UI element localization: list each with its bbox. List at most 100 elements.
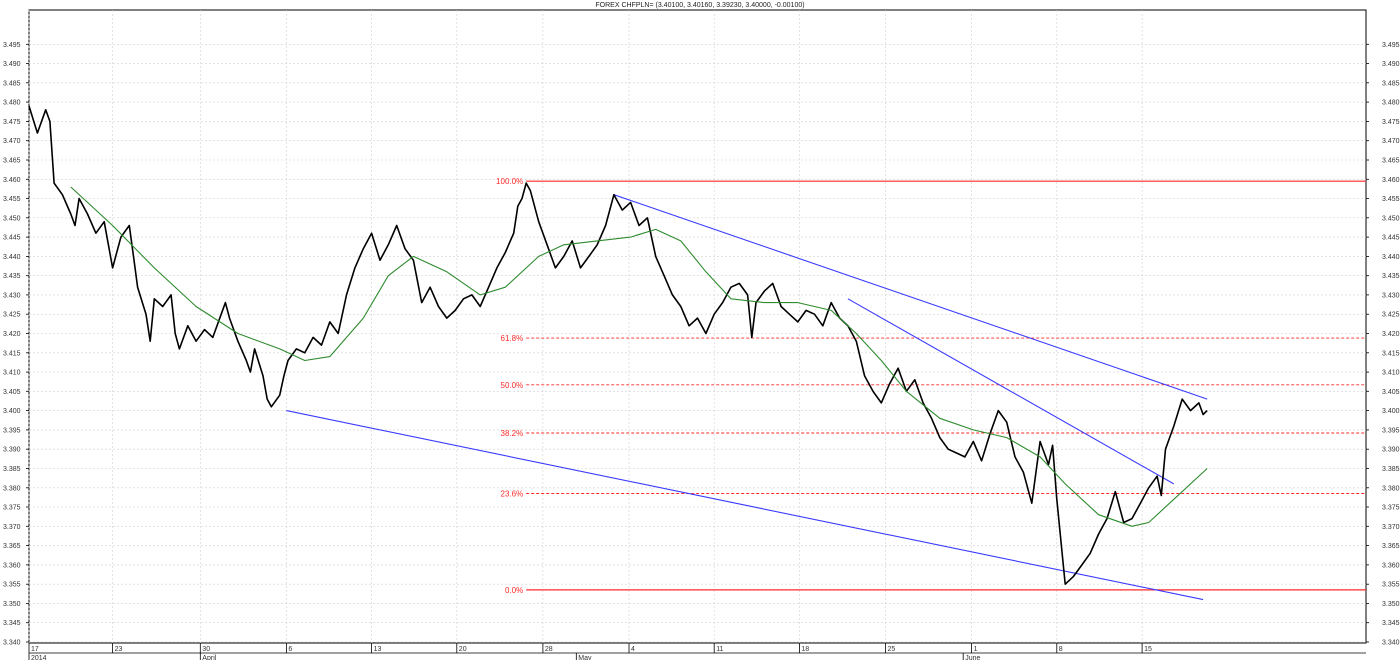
y-tick-label-right: 3.425 <box>1382 312 1400 319</box>
y-tick-label-left: 3.355 <box>3 582 21 589</box>
y-tick-label-right: 3.395 <box>1382 427 1400 434</box>
trendline <box>613 194 1208 400</box>
fib-level-label: 0.0% <box>505 586 523 595</box>
y-tick-label-left: 3.410 <box>3 370 21 377</box>
price-line <box>28 105 1208 585</box>
y-tick-label-left: 3.480 <box>3 100 21 107</box>
x-tick-label: 17 <box>31 646 39 653</box>
y-tick-label-right: 3.405 <box>1382 389 1400 396</box>
y-tick-label-right: 3.480 <box>1382 100 1400 107</box>
y-tick-label-right: 3.460 <box>1382 177 1400 184</box>
y-tick-label-left: 3.450 <box>3 215 21 222</box>
y-tick-label-right: 3.475 <box>1382 119 1400 126</box>
fib-level-label: 100.0% <box>496 177 523 186</box>
y-tick-label-right: 3.415 <box>1382 350 1400 357</box>
x-tick-label: 28 <box>545 646 553 653</box>
x-tick-label: 30 <box>202 646 210 653</box>
y-tick-label-left: 3.445 <box>3 235 21 242</box>
trendlines <box>286 194 1208 601</box>
y-tick-label-right: 3.465 <box>1382 158 1400 165</box>
y-tick-label-left: 3.495 <box>3 42 21 49</box>
y-tick-label-left: 3.350 <box>3 601 21 608</box>
fib-level-label: 23.6% <box>501 490 524 499</box>
y-tick-label-right: 3.470 <box>1382 138 1400 145</box>
y-tick-label-left: 3.455 <box>3 196 21 203</box>
y-tick-label-right: 3.385 <box>1382 466 1400 473</box>
x-period-label: June <box>965 655 980 660</box>
y-tick-label-left: 3.475 <box>3 119 21 126</box>
chart-title: FOREX CHFPLN= (3.40100, 3.40160, 3.39230… <box>595 2 804 9</box>
x-tick-label: 18 <box>801 646 809 653</box>
y-tick-label-right: 3.435 <box>1382 273 1400 280</box>
y-tick-label-right: 3.430 <box>1382 292 1400 299</box>
y-tick-label-left: 3.465 <box>3 158 21 165</box>
x-tick-label: 15 <box>1144 646 1152 653</box>
y-tick-label-left: 3.430 <box>3 292 21 299</box>
y-tick-label-right: 3.455 <box>1382 196 1400 203</box>
y-tick-label-right: 3.375 <box>1382 505 1400 512</box>
y-tick-label-left: 3.420 <box>3 331 21 338</box>
y-tick-label-right: 3.390 <box>1382 447 1400 454</box>
y-tick-label-right: 3.485 <box>1382 80 1400 87</box>
y-tick-label-left: 3.485 <box>3 80 21 87</box>
y-tick-label-right: 3.490 <box>1382 61 1400 68</box>
y-tick-label-left: 3.375 <box>3 505 21 512</box>
y-tick-label-left: 3.405 <box>3 389 21 396</box>
y-tick-label-right: 3.365 <box>1382 543 1400 550</box>
y-tick-label-left: 3.415 <box>3 350 21 357</box>
series <box>28 105 1208 585</box>
y-tick-label-right: 3.360 <box>1382 562 1400 569</box>
y-tick-label-left: 3.395 <box>3 427 21 434</box>
y-tick-label-right: 3.350 <box>1382 601 1400 608</box>
y-tick-label-left: 3.380 <box>3 485 21 492</box>
x-tick-label: 20 <box>459 646 467 653</box>
x-period-label: April <box>202 655 216 660</box>
y-tick-label-right: 3.400 <box>1382 408 1400 415</box>
y-tick-label-right: 3.340 <box>1382 640 1400 647</box>
moving-average-line <box>70 186 1208 527</box>
fib-level-label: 50.0% <box>501 381 524 390</box>
y-tick-label-right: 3.410 <box>1382 370 1400 377</box>
trendline <box>286 410 1204 601</box>
y-tick-label-left: 3.440 <box>3 254 21 261</box>
y-tick-label-left: 3.365 <box>3 543 21 550</box>
x-period-label: 2014 <box>31 655 47 660</box>
fib-level-label: 61.8% <box>501 334 524 343</box>
y-tick-label-left: 3.400 <box>3 408 21 415</box>
y-tick-label-right: 3.450 <box>1382 215 1400 222</box>
y-tick-label-left: 3.490 <box>3 61 21 68</box>
y-tick-label-left: 3.370 <box>3 524 21 531</box>
y-tick-label-left: 3.470 <box>3 138 21 145</box>
y-tick-label-right: 3.345 <box>1382 620 1400 627</box>
y-tick-label-right: 3.420 <box>1382 331 1400 338</box>
x-tick-label: 25 <box>888 646 896 653</box>
x-tick-label: 13 <box>374 646 382 653</box>
x-period-label: May <box>578 655 592 660</box>
y-tick-label-left: 3.425 <box>3 312 21 319</box>
y-tick-label-right: 3.370 <box>1382 524 1400 531</box>
y-tick-label-right: 3.445 <box>1382 235 1400 242</box>
y-tick-label-left: 3.360 <box>3 562 21 569</box>
x-tick-label: 1 <box>974 646 978 653</box>
y-tick-label-left: 3.345 <box>3 620 21 627</box>
y-tick-label-left: 3.435 <box>3 273 21 280</box>
fibonacci-levels: 100.0% 61.8% 50.0% 38.2% 23.6% 0.0% <box>496 177 1366 595</box>
y-tick-label-right: 3.355 <box>1382 582 1400 589</box>
trendline <box>847 298 1175 485</box>
grid <box>28 10 1366 643</box>
y-tick-label-left: 3.340 <box>3 640 21 647</box>
x-tick-label: 6 <box>288 646 292 653</box>
y-tick-label-right: 3.440 <box>1382 254 1400 261</box>
x-tick-label: 8 <box>1059 646 1063 653</box>
y-tick-label-left: 3.390 <box>3 447 21 454</box>
x-tick-label: 23 <box>115 646 123 653</box>
x-tick-label: 11 <box>716 646 723 653</box>
y-tick-label-right: 3.380 <box>1382 485 1400 492</box>
x-tick-label: 4 <box>631 646 635 653</box>
y-tick-label-right: 3.495 <box>1382 42 1400 49</box>
axes: 3.340 3.340 3.345 3.345 3.350 3.350 3.355 3.355… <box>3 42 1400 662</box>
fib-level-label: 38.2% <box>501 429 524 438</box>
y-tick-label-left: 3.385 <box>3 466 21 473</box>
